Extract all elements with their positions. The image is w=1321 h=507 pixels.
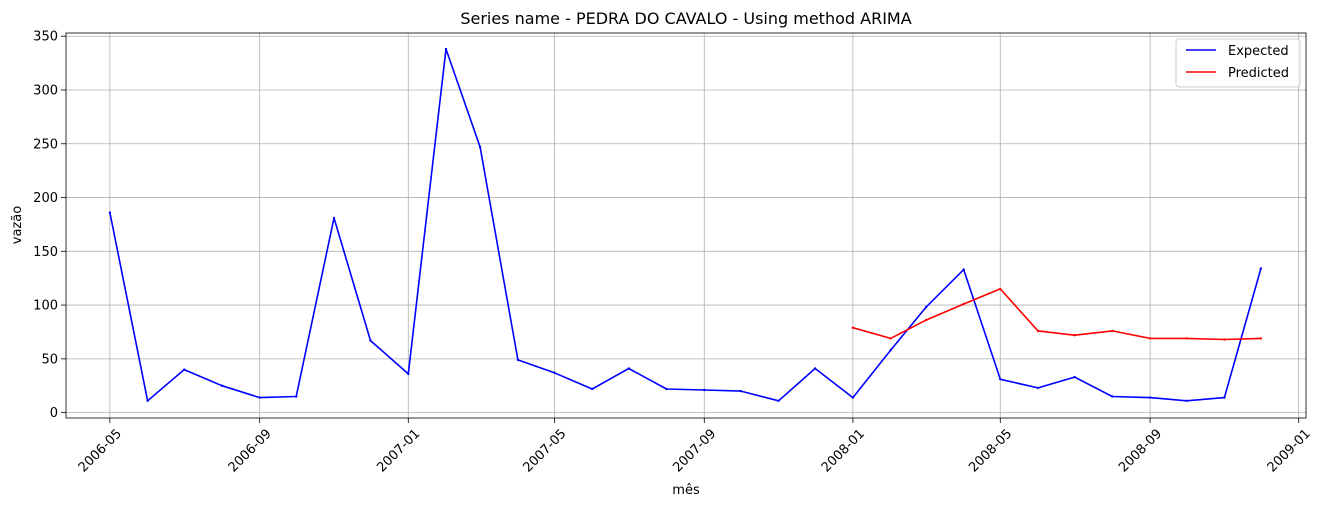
axis-ticks: 2006-05 2006-09 2007-01 2007-05 2007-09 2008-… [33,30,1314,476]
data-point-predicted [1185,337,1188,340]
data-point-expected [739,389,742,393]
data-point-expected [220,384,224,387]
data-point-expected [553,371,556,374]
x-tick-label: 2006-09 [226,426,275,475]
series-line-predicted [852,288,1261,341]
y-tick-label: 200 [33,191,58,206]
y-tick-label: 50 [41,352,58,367]
data-point-expected [851,396,855,399]
plot-area-frame [65,32,1307,419]
data-point-expected [516,358,520,362]
x-tick-label: 2008-05 [966,426,1015,475]
data-point-expected [962,268,965,271]
data-point-predicted [1259,337,1263,340]
data-point-expected [1073,375,1076,379]
data-point-predicted [851,326,855,329]
data-point-expected [478,145,482,149]
data-point-expected [999,378,1002,381]
x-tick-label: 2007-01 [374,426,423,475]
x-tick-label: 2008-01 [819,426,868,475]
data-point-predicted [924,318,928,322]
y-tick-label: 350 [33,30,58,45]
data-point-expected [444,47,448,51]
data-point-predicted [889,337,892,340]
y-tick-label: 300 [33,83,58,98]
x-tick-label: 2006-05 [76,426,125,475]
data-point-expected [777,399,780,402]
series-line-expected [109,48,1262,402]
data-point-expected [407,372,410,376]
y-tick-label: 0 [50,406,58,421]
legend: Expected Predicted [1175,38,1301,88]
chart-title: Series name - PEDRA DO CAVALO - Using me… [460,9,911,28]
data-point-expected [258,396,261,399]
data-point-expected [332,216,336,220]
grid-lines [66,33,1306,418]
data-point-expected [183,368,186,371]
y-tick-label: 100 [33,299,58,314]
series-lines [108,47,1263,402]
data-point-expected [146,399,149,402]
x-tick-label: 2007-05 [520,426,569,475]
data-point-predicted [999,287,1002,291]
data-point-expected [1259,267,1263,270]
legend-label-expected: Expected [1228,44,1289,59]
data-point-expected [627,367,630,370]
x-tick-label: 2007-09 [670,426,719,475]
y-axis-label: vazão [10,206,25,244]
data-point-expected [1036,386,1040,390]
data-point-expected [1223,396,1226,399]
data-point-expected [1111,395,1114,398]
data-point-predicted [962,302,965,306]
data-point-expected [591,387,594,391]
x-tick-label: 2008-09 [1116,426,1165,475]
data-point-expected [369,339,372,342]
data-point-expected [924,306,928,309]
y-tick-label: 250 [33,137,58,152]
data-point-expected [889,349,892,352]
data-point-expected [108,211,112,214]
data-point-predicted [1036,329,1040,333]
legend-label-predicted: Predicted [1228,66,1289,81]
data-point-expected [813,367,817,370]
data-point-expected [665,387,668,391]
data-point-expected [1148,396,1152,399]
data-point-predicted [1073,334,1076,337]
data-point-expected [703,388,706,392]
data-point-predicted [1148,337,1152,340]
x-tick-label: 2009-01 [1265,426,1314,475]
y-tick-label: 150 [33,245,58,260]
legend-box [1175,38,1301,88]
data-point-predicted [1223,338,1226,341]
data-point-predicted [1111,329,1114,333]
data-point-expected [295,395,298,398]
data-point-expected [1185,399,1188,402]
x-axis-label: mês [672,483,700,498]
